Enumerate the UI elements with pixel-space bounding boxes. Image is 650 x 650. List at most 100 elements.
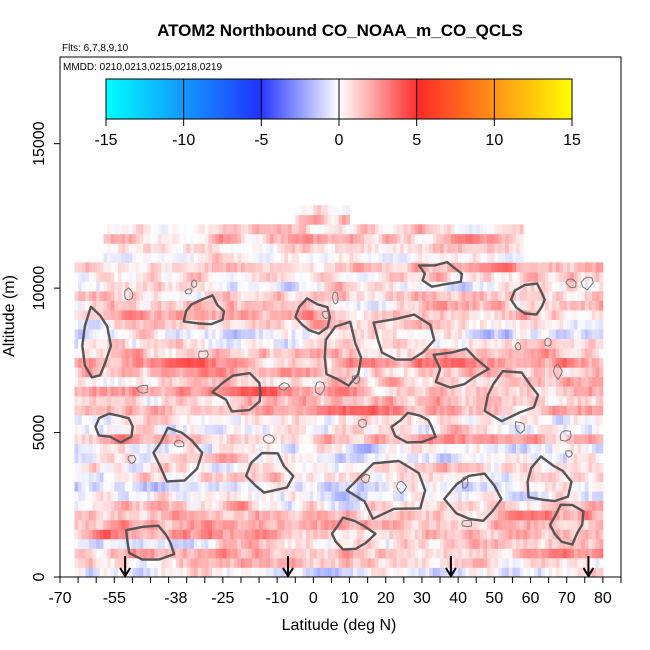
- heatmap-cell: [240, 329, 245, 340]
- heatmap-cell: [392, 348, 397, 359]
- heatmap-cell: [306, 424, 311, 435]
- heatmap-cell: [139, 557, 144, 568]
- heatmap-cell: [342, 472, 347, 483]
- heatmap-cell: [150, 367, 155, 378]
- heatmap-cell: [461, 310, 466, 320]
- heatmap-cell: [599, 548, 604, 559]
- heatmap-cell: [421, 453, 426, 463]
- heatmap-cell: [117, 376, 122, 387]
- heatmap-cell: [157, 557, 162, 568]
- heatmap-cell: [494, 386, 499, 397]
- heatmap-cell: [414, 414, 419, 425]
- heatmap-cell: [197, 395, 202, 406]
- heatmap-cell: [331, 548, 336, 559]
- heatmap-cell: [226, 338, 231, 349]
- heatmap-cell: [154, 367, 159, 378]
- heatmap-cell: [201, 243, 206, 254]
- heatmap-cell: [458, 538, 463, 549]
- heatmap-cell: [483, 567, 488, 578]
- heatmap-cell: [418, 557, 423, 568]
- heatmap-cell: [584, 481, 589, 492]
- heatmap-cell: [302, 319, 307, 330]
- heatmap-cell: [298, 500, 303, 511]
- heatmap-cell: [432, 405, 437, 416]
- heatmap-cell: [443, 252, 448, 263]
- heatmap-cell: [309, 481, 314, 492]
- heatmap-cell: [440, 310, 445, 320]
- heatmap-cell: [212, 548, 217, 559]
- heatmap-cell: [190, 271, 195, 282]
- heatmap-cell: [523, 262, 528, 273]
- heatmap-cell: [309, 472, 314, 483]
- heatmap-cell: [414, 367, 419, 378]
- heatmap-cell: [411, 281, 416, 292]
- heatmap-cell: [392, 472, 397, 483]
- heatmap-cell: [501, 329, 506, 340]
- heatmap-cell: [371, 300, 376, 311]
- heatmap-cell: [114, 310, 119, 320]
- heatmap-cell: [150, 500, 155, 511]
- heatmap-cell: [179, 453, 184, 463]
- heatmap-cell: [421, 510, 426, 521]
- heatmap-cell: [440, 262, 445, 273]
- heatmap-cell: [233, 548, 238, 559]
- heatmap-cell: [461, 557, 466, 568]
- heatmap-cell: [421, 310, 426, 320]
- heatmap-cell: [255, 300, 260, 311]
- heatmap-cell: [277, 300, 282, 311]
- heatmap-cell: [255, 291, 260, 301]
- heatmap-cell: [320, 395, 325, 406]
- heatmap-cell: [468, 462, 474, 473]
- heatmap-cell: [175, 338, 180, 349]
- heatmap-cell: [479, 271, 484, 282]
- heatmap-cell: [201, 348, 206, 359]
- heatmap-cell: [374, 567, 379, 578]
- heatmap-cell: [146, 405, 151, 416]
- heatmap-cell: [197, 300, 202, 311]
- heatmap-cell: [125, 243, 130, 254]
- heatmap-cell: [497, 453, 502, 463]
- heatmap-cell: [385, 462, 390, 473]
- heatmap-cell: [266, 443, 271, 454]
- heatmap-cell: [400, 338, 405, 349]
- heatmap-cell: [526, 386, 531, 397]
- heatmap-cell: [128, 405, 133, 416]
- heatmap-cell: [581, 300, 586, 311]
- heatmap-cell: [335, 367, 340, 378]
- heatmap-cell: [306, 538, 311, 549]
- heatmap-cell: [121, 491, 126, 502]
- heatmap-cell: [132, 291, 137, 301]
- heatmap-cell: [320, 434, 325, 444]
- heatmap-cell: [537, 567, 542, 578]
- heatmap-cell: [400, 319, 405, 330]
- heatmap-cell: [139, 500, 144, 511]
- heatmap-cell: [146, 510, 151, 521]
- heatmap-cell: [197, 357, 202, 368]
- heatmap-cell: [222, 538, 227, 549]
- heatmap-cell: [338, 367, 343, 378]
- heatmap-cell: [490, 557, 495, 568]
- heatmap-cell: [190, 319, 195, 330]
- heatmap-cell: [107, 462, 112, 473]
- heatmap-cell: [487, 434, 492, 444]
- heatmap-cell: [443, 395, 448, 406]
- heatmap-cell: [523, 424, 528, 435]
- heatmap-cell: [468, 319, 474, 330]
- heatmap-cell: [316, 414, 321, 425]
- heatmap-cell: [429, 376, 434, 387]
- heatmap-cell: [534, 424, 539, 435]
- heatmap-cell: [349, 529, 354, 540]
- heatmap-cell: [599, 443, 604, 454]
- heatmap-cell: [592, 567, 597, 578]
- heatmap-cell: [157, 271, 162, 282]
- heatmap-cell: [114, 281, 119, 292]
- heatmap-cell: [284, 310, 289, 320]
- heatmap-cell: [555, 414, 560, 425]
- heatmap-cell: [541, 310, 546, 320]
- heatmap-cell: [541, 338, 546, 349]
- heatmap-cell: [222, 319, 227, 330]
- heatmap-cell: [490, 376, 495, 387]
- heatmap-cell: [407, 329, 412, 340]
- heatmap-cell: [450, 538, 455, 549]
- heatmap-cell: [523, 348, 528, 359]
